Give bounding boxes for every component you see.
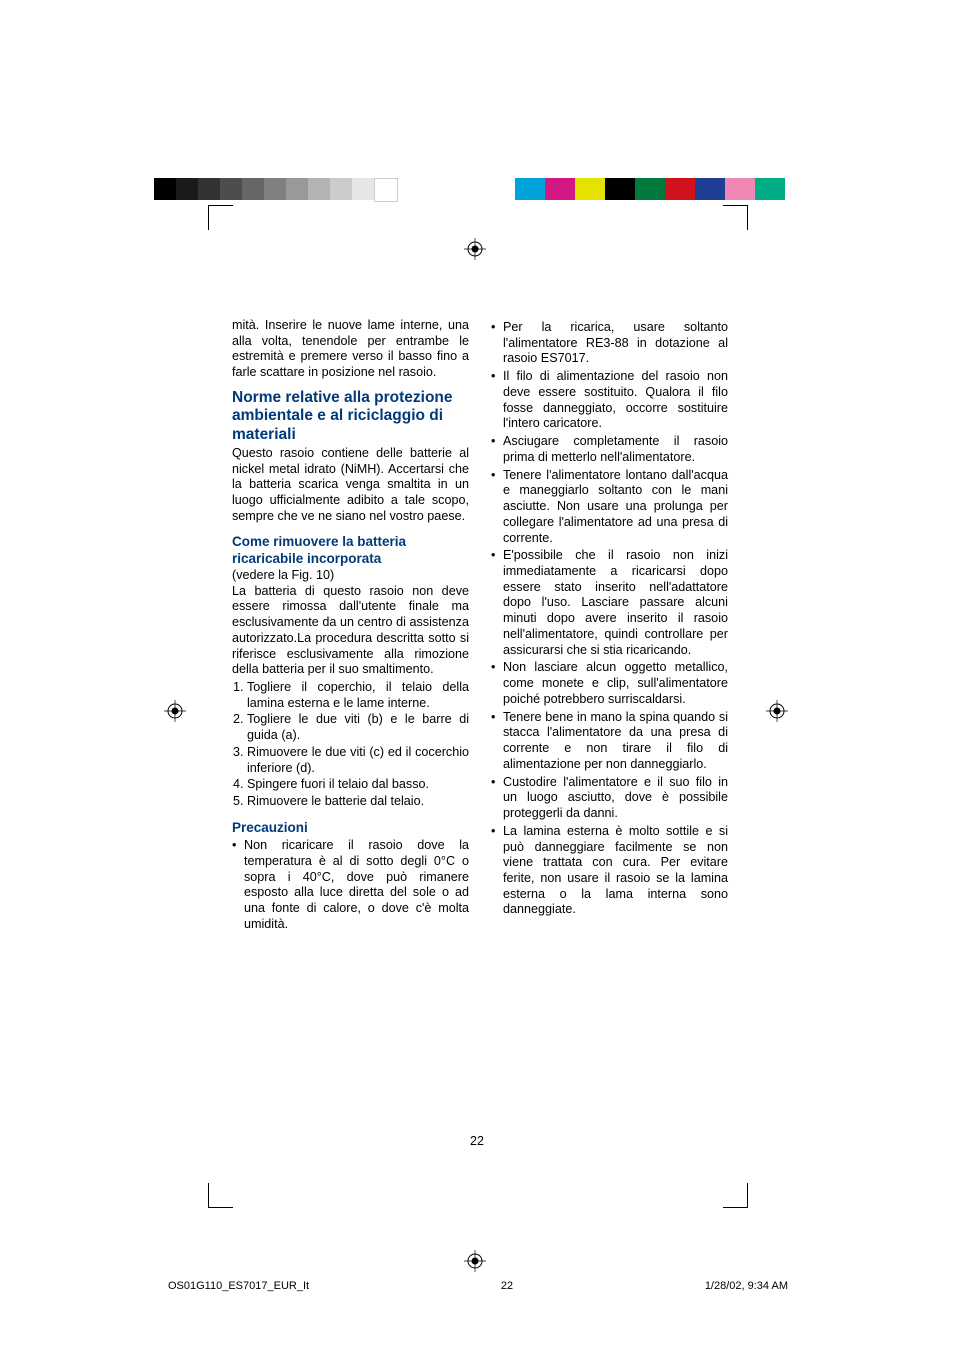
footer-date: 1/28/02, 9:34 AM	[705, 1280, 788, 1292]
crop-mark	[208, 1183, 233, 1208]
list-item: Togliere il coperchio, il telaio della l…	[247, 680, 469, 711]
heading-3: Come rimuovere la batteria ricaricabile …	[232, 534, 469, 566]
list-item: Rimuovere le due viti (c) ed il cocerchi…	[247, 745, 469, 776]
list-item: Tenere l'alimentatore lontano dall'acqua…	[503, 468, 728, 547]
list-item: Spingere fuori il telaio dal basso.	[247, 777, 469, 793]
grayscale-bar	[154, 178, 398, 200]
list-item: Togliere le due viti (b) e le barre di g…	[247, 712, 469, 743]
heading-2: Norme relative alla protezione ambiental…	[232, 389, 469, 444]
list-item: Non ricaricare il rasoio dove la tempera…	[244, 838, 469, 932]
body-text: Questo rasoio contiene delle batterie al…	[232, 446, 469, 525]
registration-mark-icon	[464, 238, 486, 260]
list-item: Per la ricarica, usare soltanto l'alimen…	[503, 320, 728, 367]
registration-mark-icon	[464, 1250, 486, 1272]
list-item: E'possibile che il rasoio non inizi imme…	[503, 548, 728, 658]
heading-3: Precauzioni	[232, 820, 469, 836]
column-right: Per la ricarica, usare soltanto l'alimen…	[491, 318, 728, 934]
list-item: Custodire l'alimentatore e il suo filo i…	[503, 775, 728, 822]
crop-mark	[723, 1183, 748, 1208]
numbered-list: Togliere il coperchio, il telaio della l…	[232, 680, 469, 810]
page-number: 22	[470, 1134, 484, 1148]
bullet-list: Per la ricarica, usare soltanto l'alimen…	[491, 320, 728, 918]
list-item: La lamina esterna è molto sottile e si p…	[503, 824, 728, 918]
list-item: Asciugare completamente il rasoio prima …	[503, 434, 728, 465]
registration-mark-icon	[164, 700, 186, 722]
content-area: mità. Inserire le nuove lame interne, un…	[232, 318, 728, 934]
color-bar	[515, 178, 785, 200]
page: mità. Inserire le nuove lame interne, un…	[0, 0, 954, 1348]
list-item: Non lasciare alcun oggetto metallico, co…	[503, 660, 728, 707]
list-item: Il filo di alimentazione del rasoio non …	[503, 369, 728, 432]
body-text: (vedere la Fig. 10)	[232, 568, 469, 584]
footer: OS01G110_ES7017_EUR_It 22 1/28/02, 9:34 …	[168, 1280, 788, 1292]
list-item: Rimuovere le batterie dal telaio.	[247, 794, 469, 810]
body-text: mità. Inserire le nuove lame interne, un…	[232, 318, 469, 381]
registration-mark-icon	[766, 700, 788, 722]
column-left: mità. Inserire le nuove lame interne, un…	[232, 318, 469, 934]
bullet-list: Non ricaricare il rasoio dove la tempera…	[232, 838, 469, 932]
footer-file: OS01G110_ES7017_EUR_It	[168, 1280, 309, 1292]
body-text: La batteria di questo rasoio non deve es…	[232, 584, 469, 678]
crop-mark	[208, 205, 233, 230]
crop-mark	[723, 205, 748, 230]
list-item: Tenere bene in mano la spina quando si s…	[503, 710, 728, 773]
footer-page: 22	[501, 1280, 513, 1292]
